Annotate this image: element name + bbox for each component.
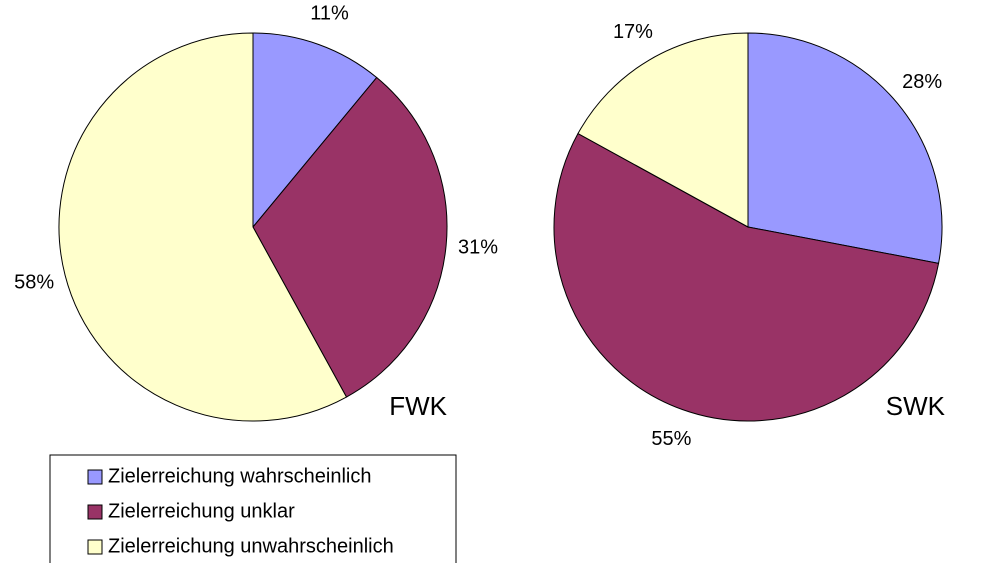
data-label: 28% — [902, 71, 942, 93]
pie-slice — [58, 32, 348, 422]
legend-label: Zielerreichung unklar — [108, 500, 295, 522]
data-label: 11% — [310, 3, 349, 25]
data-label: 55% — [651, 428, 691, 450]
legend-swatch — [87, 539, 103, 555]
legend-swatch — [87, 469, 103, 485]
data-label: 31% — [458, 237, 498, 259]
data-label: 58% — [14, 271, 54, 293]
legend-swatch — [87, 504, 103, 520]
pie-slice — [553, 132, 940, 422]
legend-label: Zielerreichung wahrscheinlich — [108, 465, 371, 487]
pie-slice — [577, 32, 749, 228]
data-label: 17% — [613, 21, 653, 43]
chart-title: FWK — [389, 391, 447, 421]
pie-slice — [252, 32, 378, 229]
legend-box — [49, 454, 457, 563]
legend-label: Zielerreichung unwahrscheinlich — [108, 535, 394, 557]
chart-title: SWK — [886, 391, 946, 421]
pie-slice — [747, 32, 943, 264]
pie-slice — [252, 76, 448, 398]
